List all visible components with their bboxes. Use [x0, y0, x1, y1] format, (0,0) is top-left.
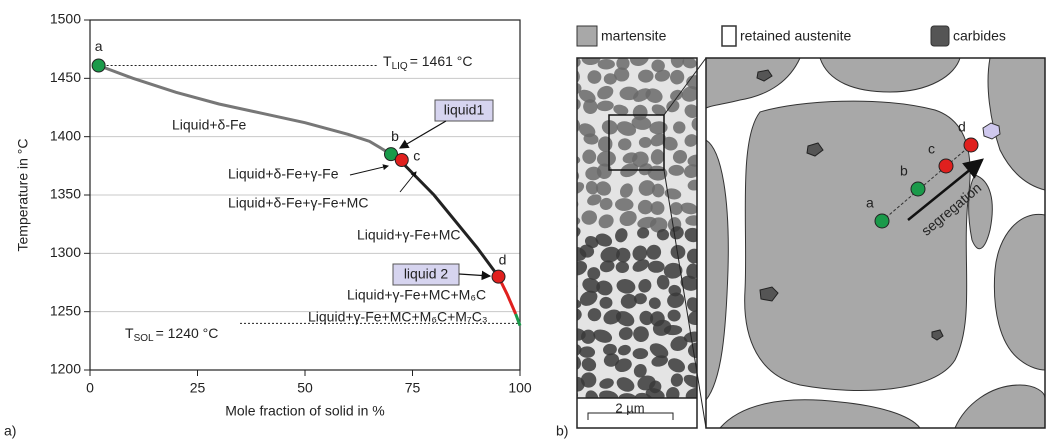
x-tick-label: 0 [86, 380, 94, 396]
y-tick-label: 1500 [50, 11, 81, 27]
phase-label: Liquid+δ-Fe+γ-Fe [228, 166, 339, 182]
phase-arrow [350, 166, 388, 175]
curve [516, 314, 520, 326]
y-axis-title: Temperature in °C [15, 139, 31, 252]
phase-arrow [400, 172, 416, 192]
x-tick-label: 75 [405, 380, 421, 396]
phase-label: Liquid+γ-Fe+MC+M₆C [347, 287, 486, 303]
callout-arrow [459, 274, 490, 276]
texture-grain [598, 59, 615, 69]
texture-grain [562, 197, 578, 211]
y-tick-label: 1250 [50, 302, 81, 318]
texture-grain [582, 149, 596, 164]
phase-label: Liquid+δ-Fe+γ-Fe+MC [228, 195, 368, 211]
point-label: c [413, 148, 420, 164]
point-marker [395, 154, 408, 167]
legend-swatch [931, 26, 949, 46]
legend-swatch [722, 26, 736, 46]
y-tick-label: 1450 [50, 69, 81, 85]
point-marker [911, 182, 925, 196]
panel-label: a) [4, 423, 16, 439]
point-label: a [95, 38, 103, 54]
point-marker [964, 138, 978, 152]
point-label: c [928, 141, 935, 157]
y-tick-label: 1350 [50, 186, 81, 202]
point-marker [939, 159, 953, 173]
point-marker [92, 59, 105, 72]
figure: 1200 1250 1300 1350 1400 1450 1500 0 25 50 75 100 Mo… [0, 0, 1051, 448]
point-label: a [866, 195, 874, 211]
texture-grain [561, 135, 579, 151]
point-marker [875, 214, 889, 228]
x-tick-label: 25 [190, 380, 206, 396]
grain [745, 101, 970, 390]
callout-label: liquid 2 [404, 266, 449, 282]
point-label: d [958, 119, 966, 135]
panel-label: b) [556, 423, 568, 439]
curve [391, 154, 499, 276]
chart-a: 1200 1250 1300 1350 1400 1450 1500 0 25 50 75 100 Mo… [15, 11, 532, 419]
legend-label: carbides [953, 28, 1006, 44]
y-tick-label: 1300 [50, 244, 81, 260]
x-axis-title: Mole fraction of solid in % [225, 403, 385, 419]
point-label: b [391, 128, 399, 144]
phase-label: Liquid+γ-Fe+MC+M₆C+M₇C₃ [308, 309, 488, 325]
point-label: d [499, 251, 507, 267]
legend-swatch [577, 26, 597, 46]
legend-label: retained austenite [740, 28, 852, 44]
y-tick-label: 1400 [50, 127, 81, 143]
point-marker [492, 270, 505, 283]
phase-label: Liquid+δ-Fe [172, 117, 247, 133]
point-label: b [900, 163, 908, 179]
callout-label: liquid1 [444, 102, 485, 118]
subscript: LIQ [392, 61, 408, 72]
value-text: = 1240 °C [156, 325, 219, 341]
phase-label: Liquid+γ-Fe+MC [357, 227, 461, 243]
legend-label: martensite [601, 28, 667, 44]
liquidus-label: TLIQ= 1461 °C [383, 53, 473, 72]
x-tick-label: 50 [297, 380, 313, 396]
value-text: = 1461 °C [410, 53, 473, 69]
subscript: SOL [134, 333, 154, 344]
callout-arrow [400, 121, 446, 148]
scale-label: 2 µm [615, 400, 644, 415]
x-tick-label: 100 [508, 380, 532, 396]
solidus-label: TSOL= 1240 °C [125, 325, 218, 344]
y-tick-label: 1200 [50, 361, 81, 377]
